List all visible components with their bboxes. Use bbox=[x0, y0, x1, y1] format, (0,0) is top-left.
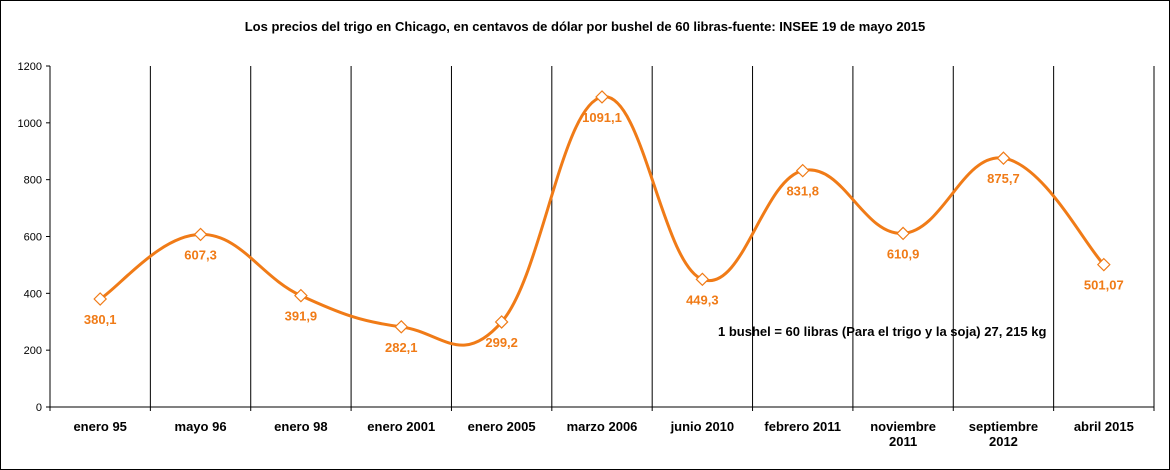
data-label: 449,3 bbox=[686, 292, 719, 307]
data-point-marker bbox=[93, 292, 108, 306]
data-point-marker bbox=[394, 319, 409, 334]
data-label: 831,8 bbox=[786, 184, 819, 199]
x-tick-label: abril 2015 bbox=[1074, 419, 1134, 434]
x-tick-labels: enero 95 mayo 96 enero 98 enero 2001 enero 2… bbox=[73, 419, 1133, 449]
x-tick-label: enero 2005 bbox=[468, 419, 536, 434]
y-tick-label: 800 bbox=[24, 175, 42, 187]
chart-title: Los precios del trigo en Chicago, en cen… bbox=[245, 19, 926, 34]
data-point-marker bbox=[193, 227, 208, 242]
x-tick-label: enero 2001 bbox=[367, 419, 435, 434]
data-markers bbox=[93, 90, 1111, 334]
x-tick-label: enero 98 bbox=[274, 419, 327, 434]
data-label: 607,3 bbox=[184, 247, 217, 262]
data-point-marker bbox=[294, 288, 308, 303]
data-point-marker bbox=[795, 163, 810, 178]
data-label: 875,7 bbox=[987, 171, 1020, 186]
data-label: 391,9 bbox=[285, 309, 318, 324]
y-tick-label: 600 bbox=[24, 232, 42, 244]
data-label: 501,07 bbox=[1084, 278, 1124, 293]
data-point-marker bbox=[494, 315, 509, 329]
y-tick-labels: 0 200 400 600 800 1000 1200 bbox=[18, 61, 42, 414]
x-tick-label: enero 95 bbox=[73, 419, 126, 434]
y-tick-label: 1200 bbox=[18, 61, 42, 73]
x-tick-label: 2012 bbox=[989, 434, 1018, 449]
data-point-marker bbox=[595, 90, 609, 104]
data-label: 1091,1 bbox=[582, 110, 622, 125]
chart-annotation: 1 bushel = 60 libras (Para el trigo y la… bbox=[718, 324, 1046, 339]
grid-lines bbox=[149, 66, 1155, 407]
y-tick-label: 1000 bbox=[18, 118, 42, 130]
x-tick-label: mayo 96 bbox=[175, 419, 227, 434]
data-label: 282,1 bbox=[385, 340, 418, 355]
y-tick-label: 200 bbox=[24, 345, 42, 357]
series-line bbox=[98, 95, 1106, 347]
data-point-marker bbox=[695, 272, 710, 287]
x-tick-label: junio 2010 bbox=[670, 419, 735, 434]
data-point-marker bbox=[1096, 257, 1111, 272]
x-tick-label: 2011 bbox=[889, 434, 917, 449]
data-point-marker bbox=[896, 226, 910, 241]
data-point-marker bbox=[996, 151, 1011, 166]
x-tick-label: febrero 2011 bbox=[764, 419, 841, 434]
x-tick-label: septiembre bbox=[969, 419, 1038, 434]
x-tick-label: marzo 2006 bbox=[567, 419, 638, 434]
y-tick-label: 0 bbox=[36, 402, 42, 414]
data-label: 299,2 bbox=[485, 335, 518, 350]
data-label: 380,1 bbox=[84, 312, 117, 327]
axes bbox=[46, 65, 1155, 411]
y-tick-label: 400 bbox=[24, 288, 42, 300]
data-label: 610,9 bbox=[887, 246, 920, 261]
x-tick-label: noviembre bbox=[870, 419, 936, 434]
data-labels: 380,1 607,3 391,9 282,1 299,2 1091,1 449,3 831,… bbox=[84, 110, 1124, 355]
